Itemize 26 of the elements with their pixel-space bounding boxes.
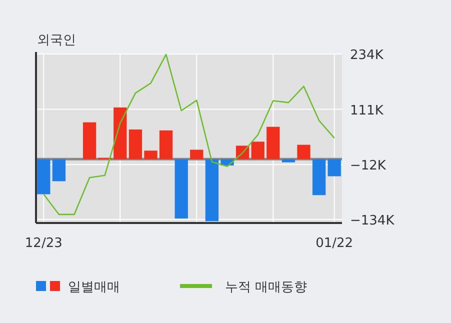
- bar: [114, 107, 127, 160]
- bar: [159, 130, 173, 160]
- bar: [128, 130, 142, 160]
- legend-label: 일별매매: [68, 280, 120, 295]
- y-tick-label: 234K: [350, 48, 384, 63]
- bar: [144, 150, 158, 160]
- bar: [37, 159, 50, 194]
- bar: [205, 159, 219, 222]
- bar: [52, 159, 66, 182]
- y-tick-label: −134K: [350, 213, 395, 228]
- y-tick-label: −12K: [350, 158, 386, 174]
- bar: [266, 126, 280, 160]
- bar: [190, 150, 204, 160]
- bar: [282, 159, 296, 162]
- line-series: [43, 54, 335, 216]
- x-tick-label: 01/22: [316, 236, 354, 251]
- bar: [312, 159, 326, 196]
- bar: [328, 159, 341, 176]
- chart-title: 외국인: [37, 33, 76, 48]
- bar: [174, 159, 188, 219]
- legend-label: 누적 매매동향: [225, 280, 308, 295]
- x-tick-label: 12/23: [24, 236, 62, 251]
- y-tick-label: 111K: [350, 103, 384, 118]
- bar: [82, 122, 96, 160]
- bar: [251, 142, 264, 160]
- bar: [297, 144, 310, 160]
